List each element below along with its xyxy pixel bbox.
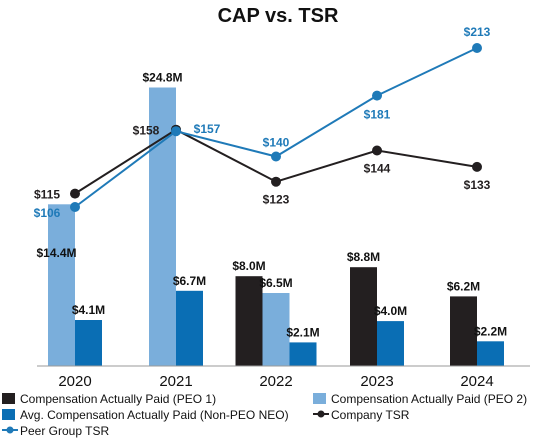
point-company_tsr-2024 (472, 161, 482, 172)
point-company_tsr-2020 (70, 188, 80, 199)
legend-marker-company_tsr (317, 410, 325, 418)
x-tick-label-2024: 2024 (460, 373, 493, 390)
point-label-company_tsr-2021: $158 (133, 124, 160, 138)
point-peer_tsr-2023 (372, 90, 382, 101)
point-label-peer_tsr-2022: $140 (263, 136, 290, 150)
point-label-company_tsr-2024: $133 (464, 178, 491, 192)
point-label-peer_tsr-2024: $213 (464, 25, 491, 39)
bar-neo-2021 (176, 290, 203, 366)
bar-label-neo-2022: $2.1M (286, 325, 319, 339)
bar-label-neo-2021: $6.7M (173, 274, 206, 288)
bar-peo1-2023 (350, 267, 377, 366)
bar-neo-2024 (477, 341, 504, 366)
bar-neo-2023 (377, 321, 404, 366)
point-peer_tsr-2024 (472, 43, 482, 53)
legend-label-neo: Avg. Compensation Actually Paid (Non-PEO… (20, 408, 289, 422)
bar-neo-2022 (289, 342, 317, 366)
x-axis-ticks: 2020 2021 2022 2023 2024 (58, 373, 493, 390)
legend-label-peo1: Compensation Actually Paid (PEO 1) (20, 392, 216, 406)
x-tick-label-2020: 2020 (58, 373, 91, 390)
point-label-company_tsr-2023: $144 (364, 162, 391, 176)
point-label-company_tsr-2020: $115 (34, 188, 60, 202)
point-label-peer_tsr-2020: $106 (34, 206, 61, 220)
bar-peo2-2020 (48, 204, 75, 366)
legend-swatch-neo (2, 409, 15, 420)
point-company_tsr-2023 (372, 145, 382, 156)
line-group: $115 $158 $123 $144 $133 $106 $157 $140 $181 $213 (34, 25, 491, 220)
legend-marker-peer_tsr (6, 426, 14, 434)
bar-peo1-2024 (450, 296, 477, 366)
legend-label-company_tsr: Company TSR (331, 408, 410, 422)
legend-label-peer_tsr: Peer Group TSR (20, 424, 109, 438)
bar-neo-2020 (75, 320, 102, 366)
bar-label-peo1-2024: $6.2M (447, 279, 480, 293)
bar-label-peo1-2022: $8.0M (232, 259, 265, 273)
point-peer_tsr-2021 (171, 126, 181, 137)
legend-swatch-peo2 (313, 393, 326, 404)
bar-label-peo2-2021: $24.8M (142, 71, 182, 85)
x-tick-label-2021: 2021 (159, 373, 192, 390)
chart-title: CAP vs. TSR (218, 5, 339, 27)
bar-label-neo-2020: $4.1M (72, 303, 105, 317)
point-label-peer_tsr-2021: $157 (194, 122, 221, 136)
bar-label-peo1-2023: $8.8M (347, 250, 380, 264)
point-company_tsr-2022 (271, 176, 281, 187)
bar-label-peo2-2022: $6.5M (259, 276, 292, 290)
legend: Compensation Actually Paid (PEO 1) Compen… (2, 392, 527, 438)
bar-label-neo-2023: $4.0M (374, 304, 407, 318)
point-peer_tsr-2020 (70, 202, 80, 212)
bar-label-neo-2024: $2.2M (474, 324, 507, 338)
x-tick-label-2023: 2023 (360, 373, 393, 390)
point-peer_tsr-2022 (271, 151, 281, 162)
x-tick-label-2022: 2022 (259, 373, 292, 390)
point-label-peer_tsr-2023: $181 (364, 108, 391, 122)
bar-group: $14.4M $4.1M $24.8M $6.7M $8.0M $6.5M $2.1M $8.… (36, 71, 507, 366)
legend-swatch-peo1 (2, 393, 15, 404)
point-label-company_tsr-2022: $123 (263, 193, 290, 207)
bar-peo1-2022 (235, 276, 263, 366)
bar-peo2-2022 (262, 293, 290, 366)
bar-label-peo2-2020: $14.4M (36, 246, 76, 260)
legend-label-peo2: Compensation Actually Paid (PEO 2) (331, 392, 527, 406)
